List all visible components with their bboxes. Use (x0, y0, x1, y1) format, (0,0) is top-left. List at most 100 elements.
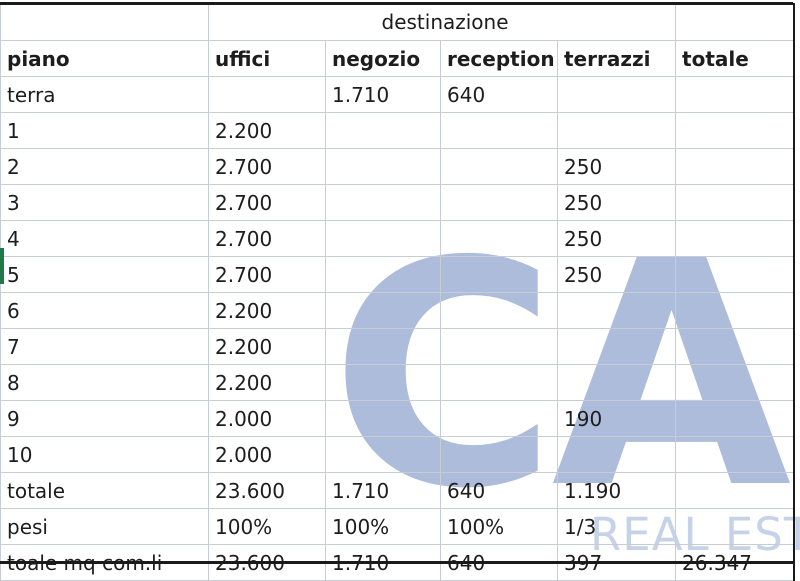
row-selection-marker[interactable] (0, 248, 4, 284)
cell-totale[interactable] (675, 292, 795, 329)
cell-terrazzi[interactable]: 250 (557, 184, 677, 221)
cell-piano[interactable]: 7 (0, 328, 209, 365)
cell-piano[interactable]: 4 (0, 220, 209, 257)
cell-terrazzi[interactable] (557, 328, 677, 365)
cell-negozio[interactable]: 1.710 (325, 76, 441, 113)
cell-piano[interactable]: 9 (0, 400, 209, 437)
cell-reception[interactable] (440, 364, 558, 401)
cell-terrazzi[interactable] (557, 76, 677, 113)
cell-negozio[interactable] (325, 112, 441, 149)
cell-piano[interactable]: 5 (0, 256, 209, 293)
cell-reception[interactable]: 640 (440, 472, 558, 509)
cell-totale[interactable] (675, 436, 795, 473)
cell-piano[interactable]: terra (0, 76, 209, 113)
table-row: 4 2.700 250 (0, 220, 795, 257)
cell-piano[interactable]: 3 (0, 184, 209, 221)
cell-totale[interactable] (675, 508, 795, 545)
banner-row: destinazione (0, 3, 795, 41)
cell-piano[interactable]: pesi (0, 508, 209, 545)
table-top-border (0, 2, 793, 5)
cell-reception[interactable] (440, 328, 558, 365)
cell-uffici[interactable]: 2.000 (208, 436, 326, 473)
cell-terrazzi[interactable] (557, 292, 677, 329)
cell-uffici[interactable]: 2.200 (208, 328, 326, 365)
cell-terrazzi[interactable]: 250 (557, 148, 677, 185)
table-row: 1 2.200 (0, 112, 795, 149)
cell-reception[interactable] (440, 148, 558, 185)
cell-terrazzi[interactable] (557, 364, 677, 401)
cell-totale[interactable] (675, 364, 795, 401)
table-row: 3 2.700 250 (0, 184, 795, 221)
cell-reception[interactable] (440, 220, 558, 257)
cell-totale[interactable] (675, 76, 795, 113)
cell-negozio[interactable] (325, 292, 441, 329)
cell-reception[interactable] (440, 400, 558, 437)
cell-totale[interactable] (675, 184, 795, 221)
cell-uffici[interactable]: 2.200 (208, 364, 326, 401)
table-row: 8 2.200 (0, 364, 795, 401)
cell-totale[interactable] (675, 112, 795, 149)
cell-totale[interactable] (675, 472, 795, 509)
cell-uffici[interactable]: 2.700 (208, 256, 326, 293)
cell-totale[interactable] (675, 328, 795, 365)
cell-uffici[interactable]: 2.700 (208, 148, 326, 185)
cell-terrazzi[interactable]: 250 (557, 256, 677, 293)
cell-reception[interactable] (440, 292, 558, 329)
cell-uffici[interactable]: 100% (208, 508, 326, 545)
table-row: 6 2.200 (0, 292, 795, 329)
cell-reception[interactable]: 100% (440, 508, 558, 545)
cell-uffici[interactable]: 2.200 (208, 292, 326, 329)
cell-negozio[interactable] (325, 328, 441, 365)
cell-negozio[interactable] (325, 364, 441, 401)
cell-uffici[interactable]: 2.000 (208, 400, 326, 437)
column-header-reception[interactable]: reception (440, 40, 558, 77)
cell-uffici[interactable] (208, 76, 326, 113)
cell-negozio[interactable] (325, 400, 441, 437)
cell-piano[interactable]: totale (0, 472, 209, 509)
cell-piano[interactable]: 6 (0, 292, 209, 329)
cell-terrazzi[interactable] (557, 112, 677, 149)
table-row: 9 2.000 190 (0, 400, 795, 437)
cell-terrazzi[interactable]: 190 (557, 400, 677, 437)
table-bottom-border (0, 561, 793, 564)
banner-blank-right (675, 3, 795, 41)
cell-negozio[interactable] (325, 220, 441, 257)
cell-uffici[interactable]: 2.200 (208, 112, 326, 149)
cell-piano[interactable]: 2 (0, 148, 209, 185)
cell-piano[interactable]: 1 (0, 112, 209, 149)
cell-negozio[interactable]: 1.710 (325, 472, 441, 509)
cell-uffici[interactable]: 2.700 (208, 220, 326, 257)
cell-reception[interactable] (440, 112, 558, 149)
cell-terrazzi[interactable]: 1.190 (557, 472, 677, 509)
cell-negozio[interactable] (325, 256, 441, 293)
cell-negozio[interactable] (325, 184, 441, 221)
cell-totale[interactable] (675, 256, 795, 293)
column-header-uffici[interactable]: uffici (208, 40, 326, 77)
cell-totale[interactable] (675, 220, 795, 257)
cell-negozio[interactable]: 100% (325, 508, 441, 545)
cell-terrazzi[interactable] (557, 436, 677, 473)
column-header-totale[interactable]: totale (675, 40, 795, 77)
cell-reception[interactable] (440, 184, 558, 221)
cell-reception[interactable] (440, 256, 558, 293)
table-row: 7 2.200 (0, 328, 795, 365)
cell-piano[interactable]: 8 (0, 364, 209, 401)
cell-totale[interactable] (675, 148, 795, 185)
table-row: 10 2.000 (0, 436, 795, 473)
cell-uffici[interactable]: 2.700 (208, 184, 326, 221)
cell-reception[interactable] (440, 436, 558, 473)
banner-destinazione: destinazione (208, 3, 677, 41)
column-header-piano[interactable]: piano (0, 40, 209, 77)
cell-reception[interactable]: 640 (440, 76, 558, 113)
column-header-negozio[interactable]: negozio (325, 40, 441, 77)
table-row: 2 2.700 250 (0, 148, 795, 185)
cell-terrazzi[interactable]: 1/3 (557, 508, 677, 545)
cell-uffici[interactable]: 23.600 (208, 472, 326, 509)
cell-totale[interactable] (675, 400, 795, 437)
cell-piano[interactable]: 10 (0, 436, 209, 473)
column-header-terrazzi[interactable]: terrazzi (557, 40, 677, 77)
cell-negozio[interactable] (325, 148, 441, 185)
cell-negozio[interactable] (325, 436, 441, 473)
cell-terrazzi[interactable]: 250 (557, 220, 677, 257)
